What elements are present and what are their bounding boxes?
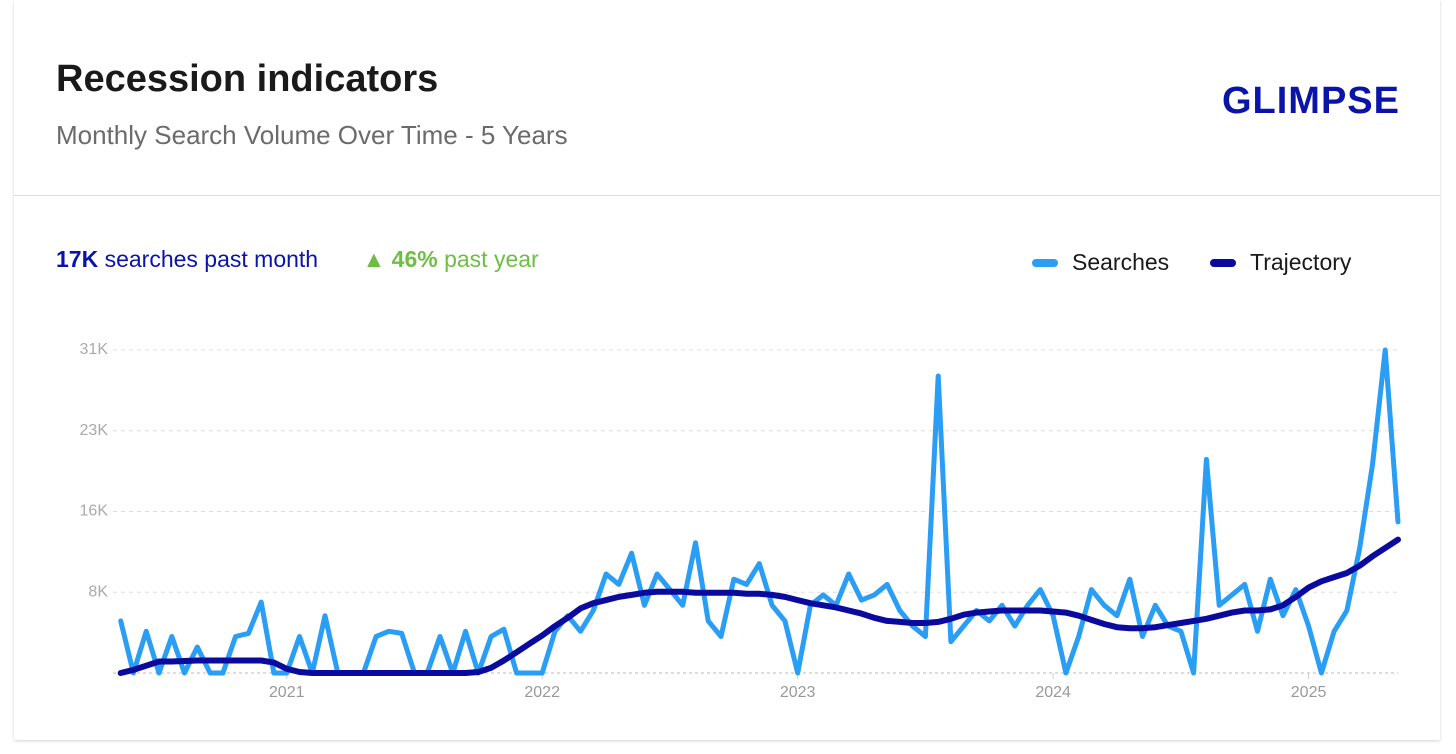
series-line (117, 536, 1401, 676)
x-tick-label: 2024 (1035, 684, 1071, 701)
y-tick-label: 8K (88, 583, 108, 600)
growth-value: 46% (391, 246, 438, 272)
growth: ▲ 46% past year (362, 246, 539, 272)
divider (14, 195, 1440, 196)
x-tick-label: 2022 (524, 684, 560, 701)
logo: GLIMPSE (1221, 80, 1400, 122)
series-line (118, 347, 1401, 676)
volume-text: searches past month (104, 246, 319, 272)
x-tick-label: 2025 (1291, 684, 1327, 701)
legend-label: Trajectory (1250, 249, 1352, 275)
x-tick-label: 2021 (269, 684, 305, 701)
subtitle: Monthly Search Volume Over Time - 5 Year… (56, 120, 568, 150)
legend-label: Searches (1072, 249, 1169, 275)
y-tick-label: 23K (80, 422, 109, 439)
title: Recession indicators (56, 58, 439, 100)
growth-text: past year (444, 246, 539, 272)
volume: 17K (56, 246, 99, 272)
y-tick-label: 16K (80, 503, 109, 520)
stats: 17K searches past month ▲ 46% past year (56, 246, 539, 273)
y-tick-label: 31K (80, 341, 109, 358)
x-tick-label: 2023 (780, 684, 816, 701)
